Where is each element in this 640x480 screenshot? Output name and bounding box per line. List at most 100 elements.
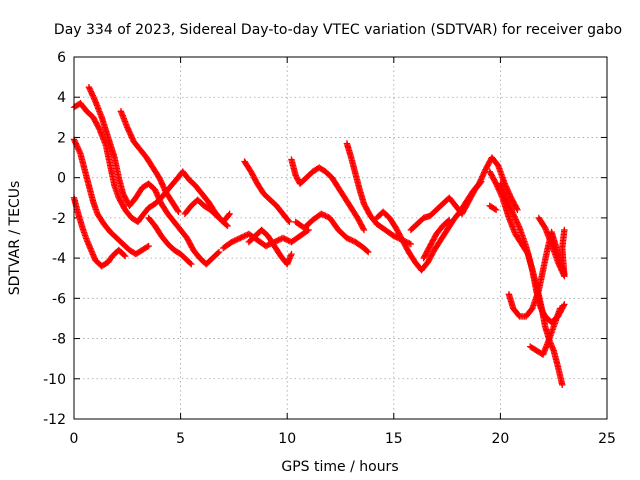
data-point [144, 243, 151, 251]
series-track-22 [535, 214, 568, 280]
data-point [513, 205, 520, 212]
data-point [284, 236, 291, 244]
y-tick-label: -4 [52, 251, 66, 267]
data-point [232, 236, 240, 244]
data-point [322, 212, 329, 220]
series-track-17 [486, 202, 500, 214]
data-point [360, 226, 368, 234]
data-point [286, 218, 293, 226]
y-tick-label: -8 [52, 332, 66, 348]
data-point [477, 179, 484, 187]
data-point [346, 236, 353, 243]
data-point [234, 236, 241, 243]
data-point [231, 237, 238, 244]
data-point [390, 232, 397, 240]
data-point [446, 216, 453, 224]
series-track-4 [70, 136, 152, 258]
data-point [120, 251, 128, 259]
y-tick-label: -12 [43, 412, 66, 428]
series-track-15 [407, 178, 485, 234]
series-track-2 [85, 83, 223, 268]
data-point [95, 124, 103, 132]
data-point [318, 210, 325, 218]
data-point [561, 301, 568, 308]
data-point [392, 233, 399, 240]
data-point [264, 242, 271, 249]
plot-frame [73, 56, 608, 420]
data-point [223, 221, 230, 229]
y-tick-label: 6 [57, 50, 66, 66]
series-track-14 [373, 154, 521, 274]
series-track-13 [343, 140, 415, 248]
data-point [121, 252, 129, 260]
data-point [365, 248, 372, 256]
series-track-7 [181, 196, 233, 226]
data-point [214, 249, 222, 257]
data-point [304, 227, 311, 235]
data-point [239, 233, 247, 240]
data-point [560, 302, 567, 309]
y-tick-label: 2 [57, 130, 66, 146]
data-point [188, 260, 195, 268]
series-track-10 [245, 226, 295, 268]
data-point [556, 305, 564, 312]
data-point [241, 232, 248, 240]
data-point [262, 242, 270, 250]
x-tick-label: 5 [176, 431, 185, 447]
data-point [305, 226, 312, 234]
data-point [279, 234, 287, 242]
x-tick-label: 25 [598, 431, 616, 447]
y-tick-label: 4 [57, 90, 66, 106]
data-point [175, 208, 182, 216]
data-point [274, 237, 281, 244]
x-tick-label: 15 [385, 431, 403, 447]
y-axis-ticks: -12 -10 -8 -6 -4 -2 0 2 4 6 [43, 50, 607, 428]
data-point [215, 248, 223, 256]
data-point [360, 225, 367, 232]
data-point [224, 222, 231, 230]
series-track-3 [117, 108, 182, 216]
data-point [235, 235, 243, 242]
data-point [345, 235, 352, 242]
data-point [229, 238, 237, 245]
series-track-16 [420, 216, 453, 262]
x-tick-label: 0 [70, 431, 79, 447]
y-tick-label: 0 [57, 171, 66, 187]
data-point [186, 259, 194, 267]
chart-title: Day 334 of 2023, Sidereal Day-to-day VTE… [54, 22, 622, 38]
data-point [228, 238, 235, 246]
data-point [237, 234, 244, 242]
series-track-21 [527, 305, 564, 358]
data-point [320, 212, 328, 219]
data-point [285, 217, 292, 224]
data-point [343, 234, 351, 242]
data-point [561, 226, 568, 234]
data-point [275, 236, 282, 244]
data-point [145, 242, 152, 250]
data-point [225, 211, 232, 219]
x-axis-label: GPS time / hours [281, 459, 398, 475]
data-point [478, 178, 485, 185]
data-layer [70, 83, 568, 389]
data-point [406, 240, 413, 247]
data-point [347, 236, 355, 244]
data-point [444, 217, 452, 225]
data-point [323, 213, 331, 220]
series-track-5 [145, 214, 195, 268]
data-point [281, 235, 288, 242]
data-point [174, 207, 181, 214]
data-point [492, 206, 500, 214]
grid-layer [74, 57, 607, 419]
data-point [363, 247, 371, 255]
data-point [319, 211, 326, 218]
y-tick-label: -10 [43, 372, 66, 388]
y-tick-label: -2 [52, 211, 66, 227]
data-point [514, 206, 521, 214]
series-track-11 [288, 156, 368, 234]
data-point [276, 236, 284, 243]
data-point [282, 236, 289, 243]
x-tick-label: 20 [491, 431, 509, 447]
x-axis-ticks: 0 5 10 15 20 25 [70, 57, 616, 447]
y-axis-label: SDTVAR / TECUs [7, 181, 23, 296]
